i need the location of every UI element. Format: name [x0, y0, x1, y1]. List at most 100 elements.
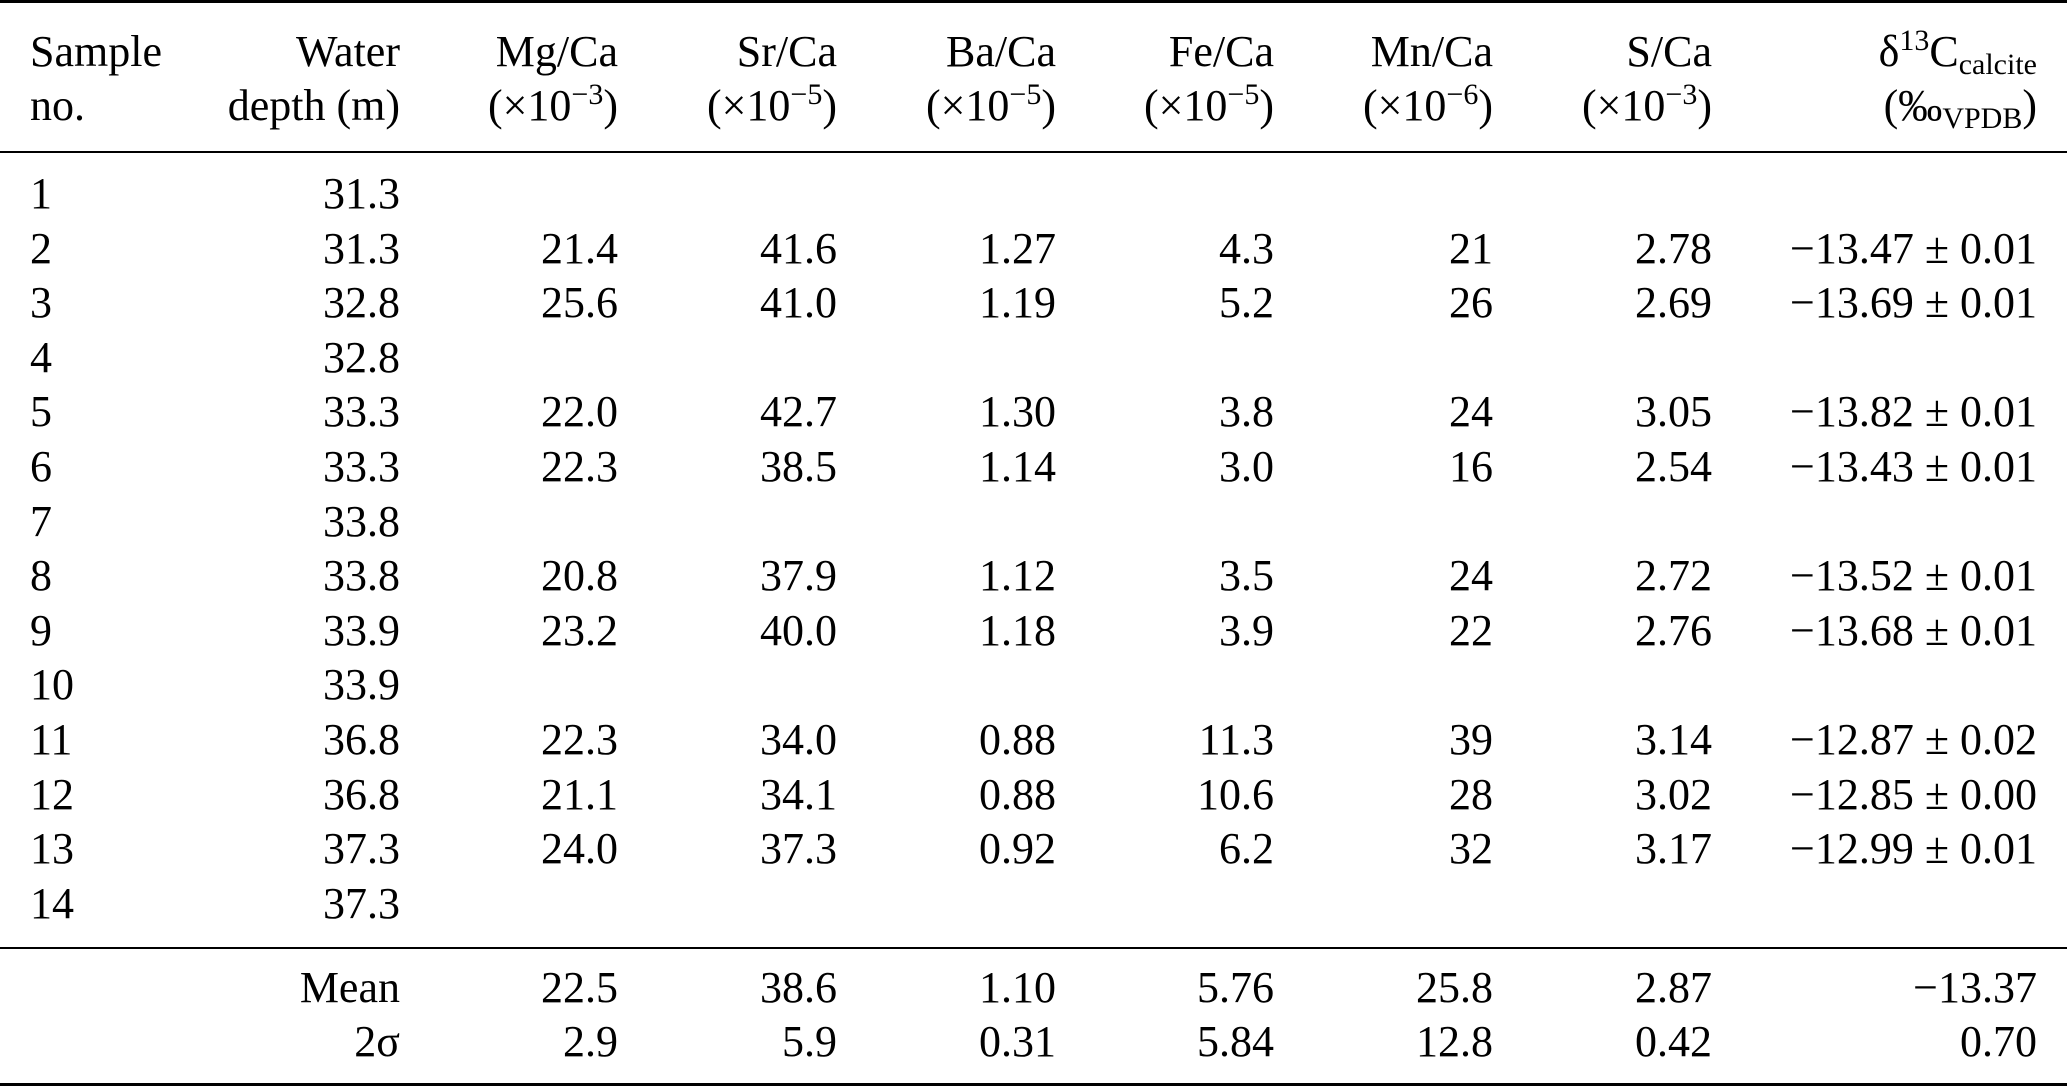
- cell-sample-no: 2: [30, 223, 52, 273]
- cell-d13c: −13.82 ± 0.01: [1790, 387, 2037, 437]
- cell-srca: 37.3: [760, 824, 837, 874]
- cell-water-depth: 33.9: [323, 660, 400, 710]
- cell-sca: 3.05: [1635, 387, 1712, 437]
- cell-baca: 1.19: [979, 278, 1056, 328]
- cell-baca: 1.18: [979, 605, 1056, 655]
- cell-sample-no: 5: [30, 387, 52, 437]
- table-summary: Mean 22.5 38.6 1.10 5.76 25.8 2.87 −13.37 2σ 2.9 5…: [0, 948, 2067, 1086]
- cell-sca: [1493, 152, 1712, 222]
- cell-sample-no: 3: [30, 278, 52, 328]
- cell-baca: 1.10: [979, 963, 1056, 1013]
- cell-sample-no: 8: [30, 551, 52, 601]
- table-row: 10 33.9: [0, 658, 2067, 713]
- cell-d13c: [1712, 495, 2067, 550]
- cell-sca: 2.72: [1635, 551, 1712, 601]
- cell-d13c: −12.87 ± 0.02: [1790, 714, 2037, 764]
- cell-mnca: 26: [1449, 278, 1493, 328]
- cell-water-depth: 33.3: [323, 441, 400, 491]
- cell-mgca: [400, 876, 618, 950]
- cell-srca: 41.6: [760, 223, 837, 273]
- cell-sample-no: 13: [30, 824, 74, 874]
- cell-feca: 11.3: [1198, 714, 1274, 764]
- table-row: 5 33.3 22.0 42.7 1.30 3.8 24 3.05 −13.82 ± 0.01: [0, 385, 2067, 440]
- cell-sca: 2.76: [1635, 605, 1712, 655]
- cell-mgca: [400, 658, 618, 713]
- header-srca-unit: (×10−5): [618, 79, 837, 153]
- cell-sample-no: [0, 948, 160, 1015]
- cell-feca: 6.2: [1219, 824, 1274, 874]
- cell-sample-no: 4: [30, 332, 52, 382]
- cell-srca: [618, 495, 837, 550]
- cell-srca: 5.9: [618, 1015, 837, 1086]
- cell-water-depth: 37.3: [323, 824, 400, 874]
- cell-baca: [837, 658, 1056, 713]
- cell-sca: 2.78: [1635, 223, 1712, 273]
- cell-sca: 2.69: [1635, 278, 1712, 328]
- cell-mgca: 23.2: [541, 605, 618, 655]
- cell-mgca: 22.5: [541, 963, 618, 1013]
- table-row: 7 33.8: [0, 495, 2067, 550]
- cell-srca: 38.5: [760, 441, 837, 491]
- table-row: 12 36.8 21.1 34.1 0.88 10.6 28 3.02 −12.85 ± 0.0…: [0, 768, 2067, 823]
- cell-srca: [618, 876, 837, 950]
- cell-feca: [1056, 658, 1274, 713]
- cell-water-depth: 31.3: [323, 169, 400, 218]
- cell-mnca: 25.8: [1416, 963, 1493, 1013]
- table-row: 3 32.8 25.6 41.0 1.19 5.2 26 2.69 −13.69 ± 0.01: [0, 276, 2067, 331]
- header-sample: Sample: [30, 27, 162, 76]
- header-sca: S/Ca: [1626, 27, 1712, 76]
- cell-baca: [837, 152, 1056, 222]
- cell-srca: 38.6: [760, 963, 837, 1013]
- cell-mnca: [1274, 876, 1493, 950]
- cell-mnca: [1274, 495, 1493, 550]
- cell-mgca: 21.1: [541, 769, 618, 819]
- cell-mnca: [1274, 658, 1493, 713]
- header-sca-unit: (×10−3): [1493, 79, 1712, 153]
- cell-d13c: [1712, 658, 2067, 713]
- cell-water-depth: 36.8: [323, 769, 400, 819]
- cell-mnca: 12.8: [1274, 1015, 1493, 1086]
- cell-feca: [1056, 152, 1274, 222]
- cell-baca: 1.14: [979, 441, 1056, 491]
- header-d13c-unit: (‰VPDB): [1712, 79, 2067, 153]
- cell-sca: 3.14: [1635, 714, 1712, 764]
- cell-sca: 0.42: [1493, 1015, 1712, 1086]
- cell-feca: 5.2: [1219, 278, 1274, 328]
- cell-srca: [618, 331, 837, 386]
- cell-srca: 40.0: [760, 605, 837, 655]
- table-header: Sample Water Mg/Ca Sr/Ca Ba/Ca Fe/Ca Mn/…: [0, 2, 2067, 153]
- cell-feca: 5.84: [1056, 1015, 1274, 1086]
- cell-d13c: −13.47 ± 0.01: [1790, 223, 2037, 273]
- cell-baca: 0.31: [837, 1015, 1056, 1086]
- header-baca: Ba/Ca: [946, 27, 1056, 76]
- cell-d13c: [1712, 876, 2067, 950]
- cell-feca: [1056, 876, 1274, 950]
- cell-sample-no: 7: [30, 496, 52, 546]
- cell-baca: [837, 876, 1056, 950]
- cell-mgca: 20.8: [541, 551, 618, 601]
- cell-sca: 2.54: [1635, 441, 1712, 491]
- header-baca-unit: (×10−5): [837, 79, 1056, 153]
- cell-baca: [837, 495, 1056, 550]
- table-row: 8 33.8 20.8 37.9 1.12 3.5 24 2.72 −13.52 ± 0.01: [0, 549, 2067, 604]
- cell-feca: 3.8: [1219, 387, 1274, 437]
- cell-mgca: [400, 152, 618, 222]
- cell-water-depth: 37.3: [160, 876, 400, 950]
- cell-mnca: 24: [1449, 551, 1493, 601]
- cell-sca: [1493, 658, 1712, 713]
- header-sample-line2: no.: [0, 79, 160, 153]
- cell-srca: [618, 658, 837, 713]
- header-d13c: δ13Ccalcite: [1878, 24, 2037, 81]
- cell-mnca: 21: [1449, 223, 1493, 273]
- cell-water-depth: 32.8: [323, 278, 400, 328]
- cell-feca: 3.9: [1219, 605, 1274, 655]
- cell-mgca: 21.4: [541, 223, 618, 273]
- cell-baca: [837, 331, 1056, 386]
- cell-mgca: [400, 495, 618, 550]
- cell-mgca: 2.9: [400, 1015, 618, 1086]
- header-mnca-unit: (×10−6): [1274, 79, 1493, 153]
- header-srca: Sr/Ca: [736, 27, 837, 76]
- table-row: 14 37.3: [0, 876, 2067, 950]
- cell-water-depth: 31.3: [323, 223, 400, 273]
